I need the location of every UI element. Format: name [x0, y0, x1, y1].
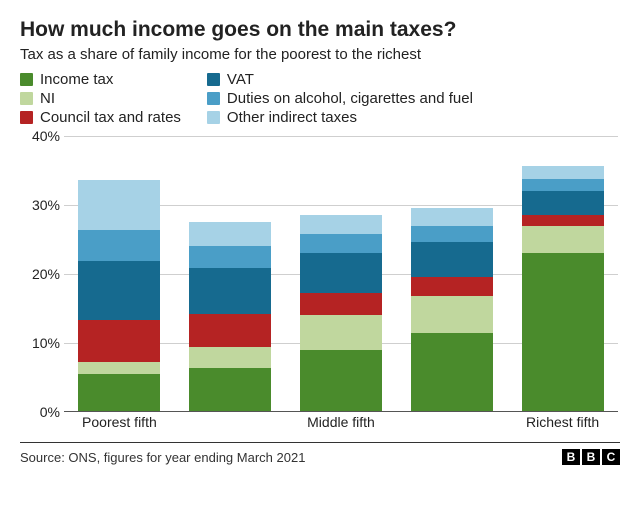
legend-item: Council tax and rates	[20, 109, 181, 126]
bar-segment	[411, 242, 493, 277]
bar-segment	[189, 246, 271, 268]
chart-legend: Income tax NI Council tax and rates VAT Duti…	[20, 71, 620, 126]
bar-segment	[411, 277, 493, 296]
legend-label: Council tax and rates	[40, 109, 181, 126]
bar-segment	[300, 253, 382, 292]
legend-item: Income tax	[20, 71, 181, 88]
legend-swatch	[207, 73, 220, 86]
y-axis-label: 30%	[20, 197, 60, 213]
legend-label: NI	[40, 90, 55, 107]
stacked-bar	[300, 215, 382, 412]
legend-label: VAT	[227, 71, 254, 88]
bar-segment	[411, 296, 493, 333]
legend-swatch	[20, 92, 33, 105]
legend-swatch	[207, 111, 220, 124]
y-axis-label: 20%	[20, 266, 60, 282]
bar-segment	[189, 347, 271, 368]
legend-item: NI	[20, 90, 181, 107]
bar-segment	[411, 208, 493, 225]
legend-item: Duties on alcohol, cigarettes and fuel	[207, 90, 473, 107]
stacked-bar	[411, 208, 493, 412]
legend-swatch	[20, 73, 33, 86]
bar-segment	[522, 191, 604, 215]
bar-segment	[78, 374, 160, 412]
bar-segment	[522, 215, 604, 226]
legend-label: Other indirect taxes	[227, 109, 357, 126]
bars-container	[64, 136, 618, 412]
bbc-logo-box: C	[602, 449, 620, 465]
bar-segment	[78, 180, 160, 230]
bar-segment	[78, 362, 160, 374]
bar-segment	[522, 166, 604, 178]
x-axis-label	[396, 414, 507, 436]
source-text: Source: ONS, figures for year ending Mar…	[20, 450, 305, 465]
stacked-bar	[522, 166, 604, 412]
chart-container: How much income goes on the main taxes? …	[0, 0, 640, 475]
bar-segment	[300, 234, 382, 253]
chart-subtitle: Tax as a share of family income for the …	[20, 46, 620, 63]
x-axis-label: Middle fifth	[286, 414, 397, 436]
legend-label: Income tax	[40, 71, 113, 88]
y-axis-label: 0%	[20, 404, 60, 420]
x-axis-label	[175, 414, 286, 436]
bar-segment	[411, 333, 493, 412]
stacked-bar	[78, 180, 160, 412]
bbc-logo-box: B	[582, 449, 600, 465]
bbc-logo-box: B	[562, 449, 580, 465]
bar-segment	[78, 261, 160, 320]
bar-segment	[78, 320, 160, 362]
bar-segment	[522, 253, 604, 412]
legend-item: VAT	[207, 71, 473, 88]
bbc-logo: BBC	[562, 449, 620, 465]
y-axis-label: 10%	[20, 335, 60, 351]
legend-swatch	[20, 111, 33, 124]
bar-segment	[189, 314, 271, 347]
legend-label: Duties on alcohol, cigarettes and fuel	[227, 90, 473, 107]
x-axis-label: Richest fifth	[507, 414, 618, 436]
bar-segment	[189, 268, 271, 314]
x-axis-labels: Poorest fifth Middle fifth Richest fifth	[64, 414, 618, 436]
bar-segment	[522, 179, 604, 191]
chart-plot-area: Poorest fifth Middle fifth Richest fifth 0…	[20, 136, 618, 436]
stacked-bar	[189, 222, 271, 412]
x-axis-line	[64, 411, 618, 412]
bar-segment	[300, 293, 382, 316]
bar-segment	[300, 350, 382, 412]
bar-segment	[522, 226, 604, 254]
bar-segment	[300, 215, 382, 234]
x-axis-label: Poorest fifth	[64, 414, 175, 436]
chart-title: How much income goes on the main taxes?	[20, 18, 620, 42]
legend-item: Other indirect taxes	[207, 109, 473, 126]
bar-segment	[189, 368, 271, 412]
legend-swatch	[207, 92, 220, 105]
y-axis-label: 40%	[20, 128, 60, 144]
bar-segment	[78, 230, 160, 261]
bar-segment	[300, 315, 382, 350]
bar-segment	[189, 222, 271, 246]
bar-segment	[411, 226, 493, 243]
chart-footer: Source: ONS, figures for year ending Mar…	[20, 442, 620, 465]
